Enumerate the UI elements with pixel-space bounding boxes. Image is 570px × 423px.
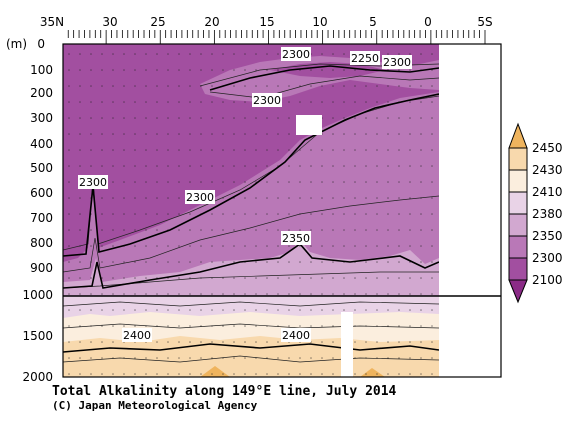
- y-tick-label: 800: [30, 236, 53, 250]
- contour-label: 2400: [123, 329, 151, 342]
- chart-credit: (C) Japan Meteorological Agency: [52, 399, 258, 412]
- no-data-patch: [296, 115, 322, 135]
- legend-band-2100-2300: [508, 257, 528, 281]
- contour-label: 2300: [282, 48, 310, 61]
- y-tick-label: 500: [30, 161, 53, 175]
- legend-band-2380-2410: [508, 191, 528, 215]
- colorbar-legend: 2450 2430 2410 2380 2350 2300 2100: [508, 122, 563, 304]
- x-axis: 35N 30 25 20 15 10 5 0 5S: [40, 15, 493, 29]
- contour-label: 2350: [282, 232, 310, 245]
- y-axis-unit-label: (m): [6, 37, 27, 51]
- x-tick-label: 30: [102, 15, 117, 29]
- sample-dots: [63, 44, 439, 377]
- y-tick-label: 900: [30, 261, 53, 275]
- y-tick-label: 600: [30, 186, 53, 200]
- y-tick-label: 2000: [22, 370, 53, 384]
- contour-label: 2400: [282, 329, 310, 342]
- legend-band-2300-2350: [508, 235, 528, 259]
- contour-label: 2300: [253, 94, 281, 107]
- legend-label: 2430: [532, 163, 563, 177]
- legend-label: 2410: [532, 185, 563, 199]
- x-tick-label: 25: [150, 15, 165, 29]
- x-axis-ticks: [67, 30, 486, 44]
- contour-label: 2250: [351, 52, 379, 65]
- contour-label: 2300: [186, 191, 214, 204]
- legend-band-2350-2380: [508, 213, 528, 237]
- plot-frame: [62, 43, 502, 378]
- y-tick-label: 1000: [22, 288, 53, 302]
- x-tick-label: 35N: [40, 15, 64, 29]
- y-tick-label: 100: [30, 63, 53, 77]
- contour-lines-bold: [63, 65, 439, 353]
- legend-label: 2300: [532, 251, 563, 265]
- y-tick-label: 700: [30, 211, 53, 225]
- legend-band-2450-up: [508, 122, 528, 149]
- contour-bands: [63, 44, 439, 377]
- y-axis: (m) 0 100 200 300 400 500 600 700 800 90…: [6, 37, 53, 384]
- legend-label: 2450: [532, 141, 563, 155]
- x-tick-label: 10: [312, 15, 327, 29]
- y-tick-label: 400: [30, 137, 53, 151]
- legend-band-below-2100: [508, 279, 528, 304]
- legend-band-2410-2430: [508, 169, 528, 193]
- legend-label: 2380: [532, 207, 563, 221]
- contour-label: 2300: [383, 56, 411, 69]
- x-tick-label: 15: [259, 15, 274, 29]
- x-tick-label: 5S: [477, 15, 492, 29]
- contour-labels: 2300 2250 2300 2300 2300 2300 2350 2400 …: [78, 47, 412, 342]
- legend-label: 2100: [532, 273, 563, 287]
- x-tick-label: 5: [369, 15, 377, 29]
- chart-title: Total Alkalinity along 149°E line, July …: [52, 384, 397, 399]
- x-tick-label: 20: [204, 15, 219, 29]
- no-data-gap: [341, 312, 353, 377]
- y-tick-label: 0: [37, 37, 45, 51]
- x-tick-label: 0: [424, 15, 432, 29]
- y-tick-label: 200: [30, 86, 53, 100]
- legend-band-2430-2450: [508, 147, 528, 171]
- y-tick-label: 300: [30, 111, 53, 125]
- legend-label: 2350: [532, 229, 563, 243]
- y-tick-label: 1500: [22, 329, 53, 343]
- contour-label: 2300: [79, 176, 107, 189]
